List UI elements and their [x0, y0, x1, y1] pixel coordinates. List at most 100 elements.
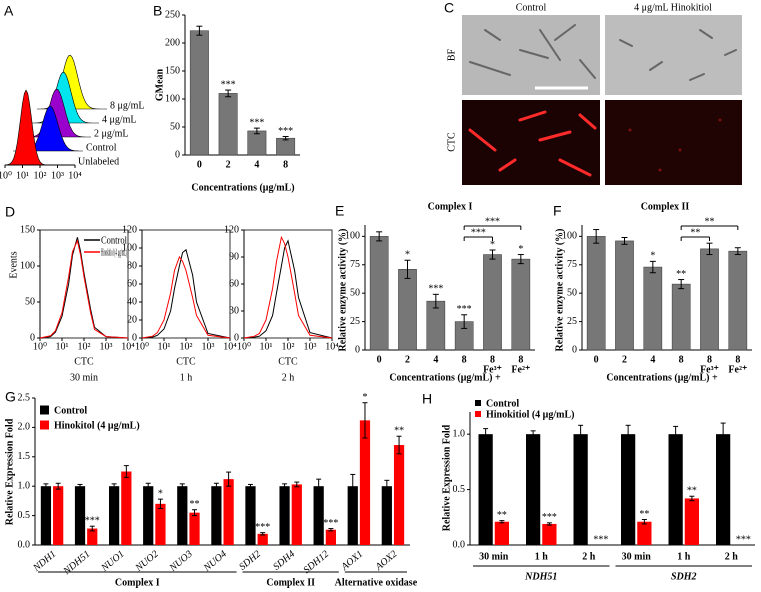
bar: [155, 503, 166, 545]
group-label: Complex II: [266, 577, 315, 588]
legend-swatch: [40, 420, 49, 430]
panel-letter: H: [422, 391, 432, 407]
plot-frame: [141, 229, 231, 339]
x-tick-note: Fe²⁺: [728, 364, 747, 375]
y-tick-label: 50: [350, 287, 360, 298]
y-tick-label: 0: [132, 332, 137, 343]
y-tick-label: 2.0: [18, 422, 31, 433]
bar: [189, 512, 200, 545]
y-tick-label: 0: [175, 149, 180, 160]
bar: [121, 471, 132, 545]
group-label: Complex I: [115, 577, 160, 588]
bar: [291, 484, 302, 545]
bar: [668, 434, 683, 545]
bar: [189, 30, 209, 156]
x-axis-label: Concentrations (μg/mL): [191, 182, 294, 193]
x-tick-label: 0: [197, 159, 202, 170]
y-tick-label: 0.0: [18, 539, 31, 550]
significance: ***: [249, 117, 264, 128]
bar: [359, 420, 371, 545]
y-tick-label: 120: [122, 224, 137, 235]
row-label: CTC: [446, 132, 457, 152]
y-tick-label: 40: [127, 296, 137, 307]
x-axis-label: CTC: [176, 356, 196, 367]
histogram-line: [141, 255, 231, 339]
significance: *: [518, 244, 523, 255]
histogram-line: [39, 237, 129, 339]
panel-letter: B: [153, 3, 162, 19]
x-tick-label: 10¹: [260, 341, 273, 352]
legend-label: Control: [101, 235, 127, 246]
bar: [211, 486, 222, 545]
bar: [586, 236, 606, 351]
y-tick-label: 80: [127, 260, 137, 271]
bar: [53, 486, 64, 545]
bracket-label: **: [690, 227, 700, 238]
x-tick-label: 0: [594, 354, 599, 365]
x-tick-label: 10⁰: [237, 341, 251, 352]
significance: ***: [221, 79, 236, 90]
bar: [637, 521, 652, 545]
ctc-treated-image: [605, 100, 742, 185]
x-tick-label: 10¹: [158, 341, 171, 352]
x-tick-label: NDH1: [31, 549, 59, 575]
panel-letter: F: [553, 203, 562, 219]
y-axis-label: Relative enzyme activity (%): [337, 228, 348, 351]
legend-label: Control: [486, 398, 519, 409]
group-label: NDH51: [524, 571, 557, 582]
y-tick-label: 0: [30, 332, 35, 343]
legend-swatch: [475, 400, 481, 406]
bar: [483, 254, 502, 351]
significance: ***: [457, 304, 472, 315]
series-label: Unlabeled: [78, 156, 119, 167]
significance: *: [362, 392, 367, 403]
legend-swatch: [475, 411, 481, 417]
histogram-line: [243, 235, 333, 339]
significance: ***: [542, 512, 557, 523]
x-tick-label: 10⁴: [325, 341, 339, 352]
significance: ***: [736, 534, 751, 545]
plot-frame: [243, 229, 333, 339]
significance: **: [497, 510, 507, 521]
x-tick-label: 10³: [51, 170, 64, 181]
bracket-label: ***: [485, 216, 500, 227]
bar: [74, 486, 86, 545]
x-tick-label: 10⁰: [33, 341, 47, 352]
x-tick-label: 2 h: [725, 551, 739, 562]
legend-label: Hinokitiol (4 μg/mL): [101, 247, 127, 258]
x-tick-label: 1 h: [677, 551, 691, 562]
significance: *: [405, 250, 410, 261]
legend-label: Control: [54, 405, 87, 416]
x-tick-label: 8: [707, 354, 712, 365]
y-axis-label: Relative enzyme activity (%): [554, 228, 565, 351]
histogram-line: [243, 239, 333, 339]
panel-subtitle: 1 h: [180, 372, 193, 383]
y-tick-label: 75: [350, 259, 360, 270]
panel-letter: D: [5, 204, 15, 220]
bar: [671, 283, 691, 351]
bar: [511, 258, 531, 351]
significance: **: [394, 426, 404, 437]
column-label: Control: [516, 2, 547, 13]
significance: ***: [323, 518, 338, 529]
panel-letter: E: [335, 203, 344, 219]
y-tick-label: 50: [170, 121, 180, 132]
x-tick-label: SDH4: [271, 549, 297, 573]
y-tick-label: 100: [562, 231, 577, 242]
bar: [716, 434, 731, 545]
x-tick-label: 10³: [100, 341, 113, 352]
x-tick-label: 10⁰: [135, 341, 149, 352]
bar: [87, 528, 98, 545]
x-tick-label: 30 min: [479, 551, 509, 562]
legend-swatch: [40, 405, 49, 415]
bar: [381, 486, 392, 545]
bracket-label: **: [705, 216, 715, 227]
y-tick-label: 1.5: [18, 451, 31, 462]
bar: [494, 521, 509, 545]
x-tick-label: 4: [433, 354, 438, 365]
bar: [426, 300, 446, 351]
x-tick-note: Fe²⁺: [511, 364, 530, 375]
histogram-line: [141, 248, 231, 339]
histogram-layer: [29, 71, 99, 124]
